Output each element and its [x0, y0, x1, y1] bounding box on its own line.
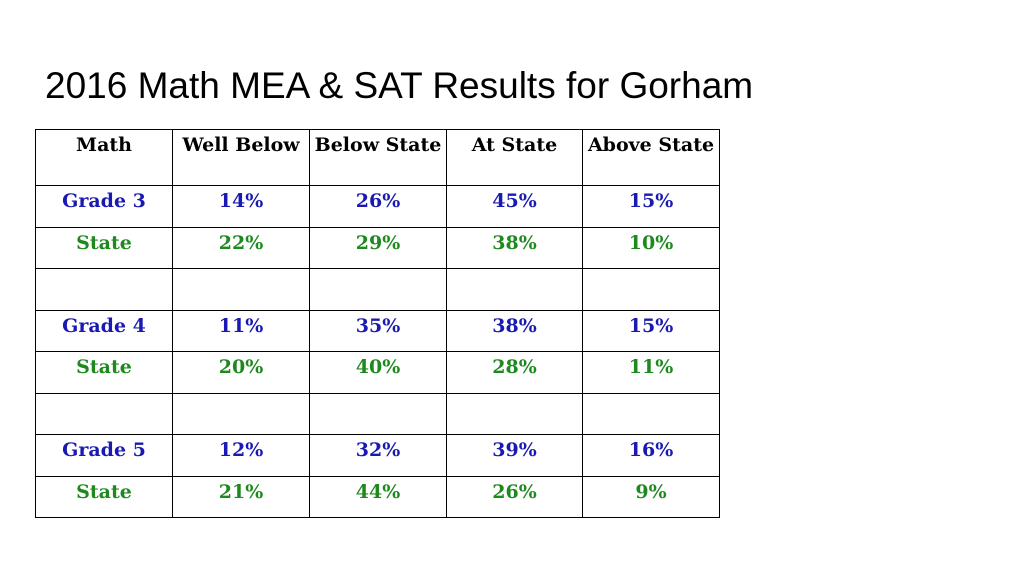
- table-cell: 38%: [446, 309, 583, 352]
- table-row: State 21% 44% 26% 9%: [35, 475, 720, 518]
- table-cell: 16%: [582, 434, 720, 477]
- empty-row: [35, 268, 720, 311]
- header-cell: Above State: [582, 129, 720, 186]
- header-cell: Math: [35, 129, 173, 186]
- row-label: State: [35, 475, 173, 518]
- row-label: Grade 5: [35, 434, 173, 477]
- table-cell: 45%: [446, 185, 583, 228]
- table-cell: 12%: [172, 434, 310, 477]
- table-cell: 26%: [309, 185, 447, 228]
- row-label: State: [35, 351, 173, 394]
- table-cell: 15%: [582, 185, 720, 228]
- table-row: Grade 4 11% 35% 38% 15%: [35, 309, 720, 352]
- table-cell: 22%: [172, 226, 310, 269]
- table-cell: [309, 392, 447, 435]
- table-cell: [172, 268, 310, 311]
- table-cell: 11%: [172, 309, 310, 352]
- table-cell: 32%: [309, 434, 447, 477]
- table-cell: 11%: [582, 351, 720, 394]
- table-cell: [35, 268, 173, 311]
- table-cell: 14%: [172, 185, 310, 228]
- table-cell: [172, 392, 310, 435]
- header-row: Math Well Below Below State At State Abo…: [35, 129, 720, 186]
- table-cell: 9%: [582, 475, 720, 518]
- table-cell: 40%: [309, 351, 447, 394]
- table-row: Grade 3 14% 26% 45% 15%: [35, 185, 720, 228]
- row-label: Grade 3: [35, 185, 173, 228]
- row-label: Grade 4: [35, 309, 173, 352]
- table-cell: [35, 392, 173, 435]
- table-cell: 20%: [172, 351, 310, 394]
- table-row: State 22% 29% 38% 10%: [35, 226, 720, 269]
- header-cell: Well Below: [172, 129, 310, 186]
- table-cell: 26%: [446, 475, 583, 518]
- header-cell: Below State: [309, 129, 447, 186]
- table-cell: [446, 392, 583, 435]
- empty-row: [35, 392, 720, 435]
- table-cell: 15%: [582, 309, 720, 352]
- header-cell: At State: [446, 129, 583, 186]
- table-cell: 44%: [309, 475, 447, 518]
- table-cell: 29%: [309, 226, 447, 269]
- table-cell: 10%: [582, 226, 720, 269]
- table-cell: 21%: [172, 475, 310, 518]
- table-cell: [582, 268, 720, 311]
- table-row: State 20% 40% 28% 11%: [35, 351, 720, 394]
- table-cell: 38%: [446, 226, 583, 269]
- table-cell: 28%: [446, 351, 583, 394]
- table-cell: [309, 268, 447, 311]
- results-table: Math Well Below Below State At State Abo…: [35, 129, 720, 518]
- table-row: Grade 5 12% 32% 39% 16%: [35, 434, 720, 477]
- slide-title: 2016 Math MEA & SAT Results for Gorham: [45, 65, 754, 106]
- table-cell: [582, 392, 720, 435]
- table-cell: [446, 268, 583, 311]
- table-cell: 39%: [446, 434, 583, 477]
- row-label: State: [35, 226, 173, 269]
- table-cell: 35%: [309, 309, 447, 352]
